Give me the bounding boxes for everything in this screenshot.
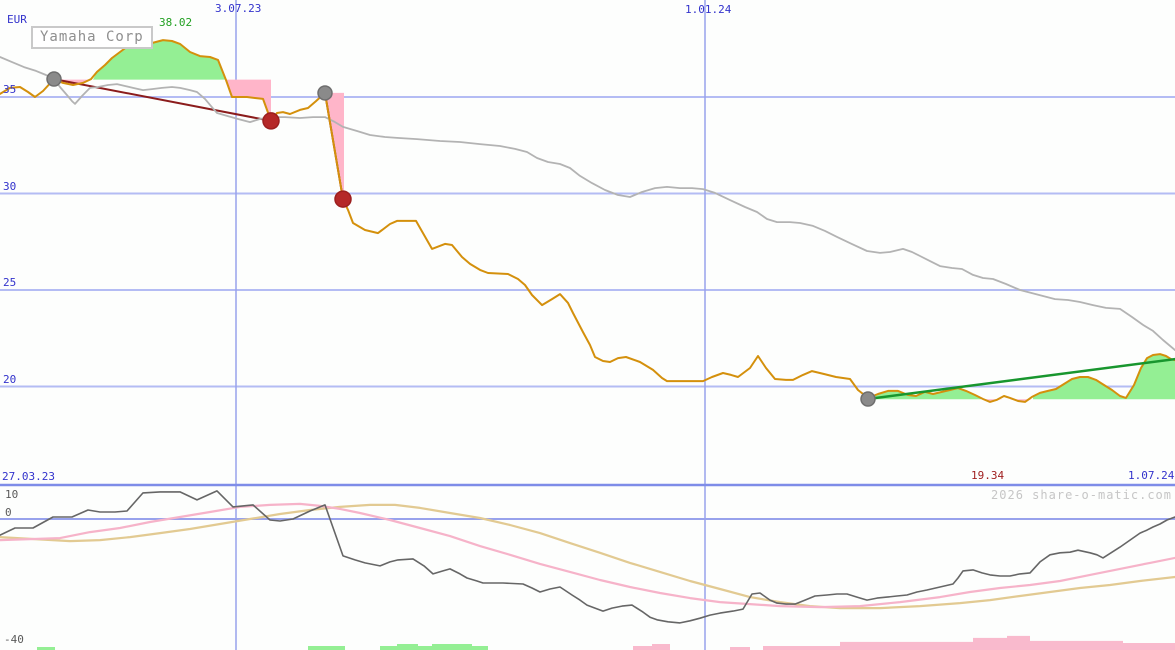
histogram-bar-green: [380, 646, 397, 650]
trend-gray-dot: [860, 391, 876, 407]
histogram-bar-green: [397, 644, 418, 650]
currency-label: EUR: [7, 13, 27, 26]
signal-slow-line: [0, 503, 1175, 610]
x-axis-date-top-1: 3.07.23: [215, 2, 262, 15]
trend-red-dot: [262, 112, 280, 130]
lower-tick-10: 10: [5, 488, 19, 501]
histogram-bar-pink: [763, 646, 840, 650]
histogram-bar-green: [37, 647, 55, 650]
histogram-bar-pink: [1123, 643, 1175, 650]
trend-gray-dot: [46, 71, 62, 87]
signal-fast-line: [0, 502, 1175, 609]
trend-level-annotation: 19.34: [971, 469, 1005, 482]
trendline-uptrend-3: [866, 357, 1175, 401]
trendline-downtrend-1: [53, 78, 272, 122]
watermark: 2026 share-o-matic.com: [991, 488, 1172, 502]
x-axis-date-bottom-end: 1.07.24: [1128, 469, 1175, 482]
instrument-name-box: Yamaha Corp: [31, 26, 153, 49]
y-tick-20: 20: [3, 373, 17, 386]
oscillator-line: [0, 490, 1175, 624]
histogram-bar-green: [432, 644, 472, 650]
benchmark-line: [0, 56, 1175, 351]
y-tick-30: 30: [3, 180, 17, 193]
histogram-bar-pink: [730, 647, 750, 650]
fill-below-start-level-2: [326, 92, 344, 199]
histogram-bar-pink: [633, 646, 652, 650]
histogram-bar-green: [418, 646, 432, 650]
fill-above-start-level-3b: [1033, 354, 1175, 400]
histogram-bar-pink: [840, 641, 973, 650]
trend-gray-dot: [317, 85, 333, 101]
histogram-bar-pink: [1030, 640, 1123, 650]
high-value-annotation: 38.02: [159, 16, 193, 29]
lower-tick-minus40: -40: [4, 633, 24, 646]
histogram-bar-green: [308, 646, 345, 650]
price-line: [0, 37, 1175, 403]
lower-tick-0: 0: [5, 506, 12, 519]
fill-below-start-level-1b: [219, 62, 271, 121]
y-tick-35: 35: [3, 83, 17, 96]
x-axis-date-top-2: 1.01.24: [685, 3, 732, 16]
histogram-bar-pink: [652, 644, 670, 650]
histogram-bar-green: [472, 646, 488, 650]
x-axis-date-bottom-start: 27.03.23: [2, 470, 55, 483]
histogram-bar-pink: [1007, 635, 1030, 650]
y-tick-25: 25: [3, 276, 17, 289]
trend-red-dot: [334, 190, 352, 208]
histogram-bar-pink: [973, 637, 1007, 650]
